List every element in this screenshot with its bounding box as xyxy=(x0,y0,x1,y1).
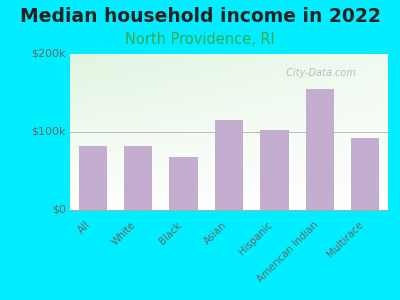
Bar xyxy=(260,130,288,210)
Bar xyxy=(124,146,152,210)
Bar xyxy=(351,138,379,210)
Bar xyxy=(79,146,107,210)
Text: $100k: $100k xyxy=(32,127,66,137)
Text: North Providence, RI: North Providence, RI xyxy=(125,32,275,46)
Bar xyxy=(215,120,243,210)
Text: $0: $0 xyxy=(52,205,66,215)
Bar xyxy=(170,157,198,210)
Text: $200k: $200k xyxy=(31,49,66,59)
Text: City-Data.com: City-Data.com xyxy=(280,68,356,78)
Bar xyxy=(306,89,334,210)
Text: Median household income in 2022: Median household income in 2022 xyxy=(20,8,380,26)
